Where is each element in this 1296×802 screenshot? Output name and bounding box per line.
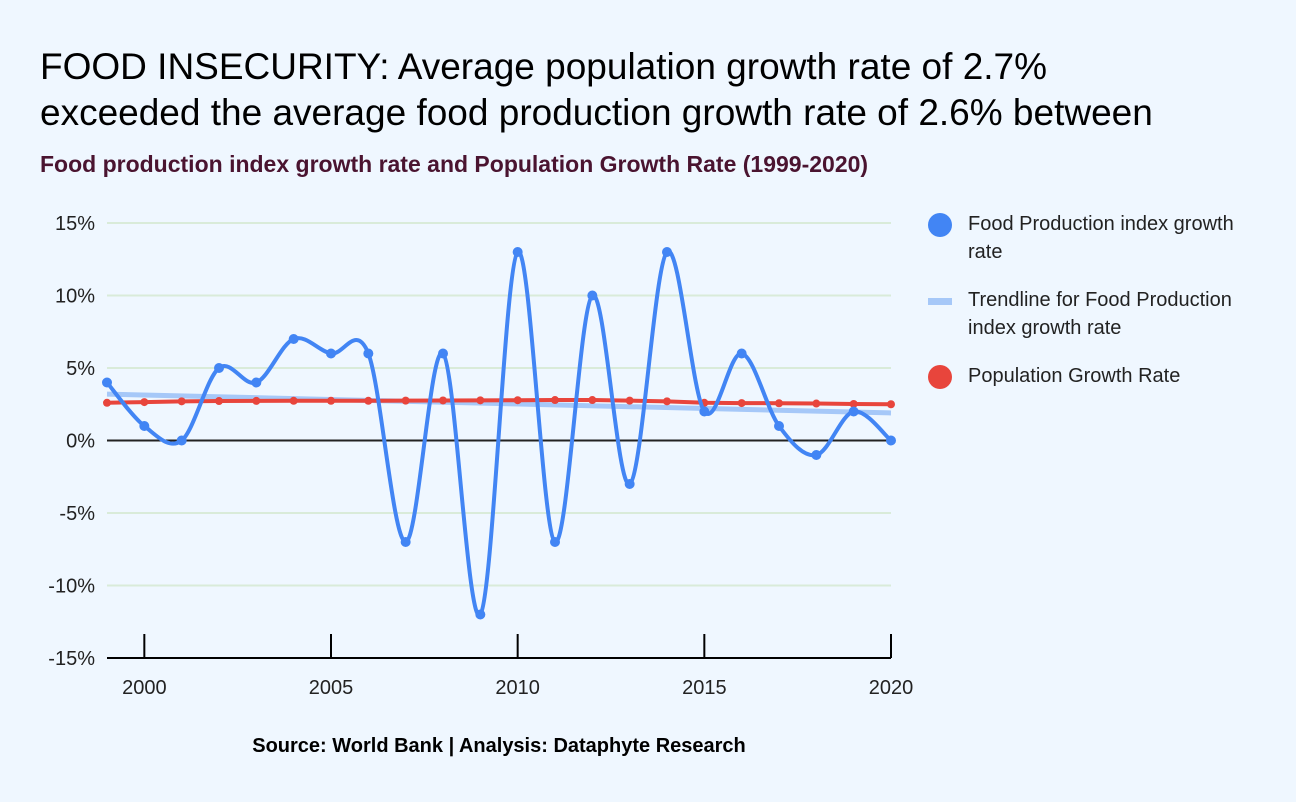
legend-item-population[interactable]: Population Growth Rate: [928, 362, 1248, 390]
food-production-point: [624, 479, 635, 489]
food-production-point: [774, 421, 784, 431]
legend-label: Food Production index growth rate: [968, 213, 1234, 263]
series-trendline: [106, 391, 892, 416]
population-point: [849, 399, 858, 408]
food-production-point: [176, 435, 187, 446]
population-point: [103, 398, 111, 407]
population-line: [106, 398, 892, 407]
food-production-point: [288, 334, 299, 344]
x-tick-label: 2015: [682, 677, 727, 699]
y-tick-label: -10%: [48, 576, 95, 598]
food-production-point: [587, 290, 598, 301]
population-point: [588, 396, 597, 405]
food-production-point: [512, 247, 523, 257]
food-production-point: [886, 435, 896, 446]
population-point: [140, 398, 149, 407]
series-food-production: [102, 247, 896, 620]
population-point: [252, 396, 261, 405]
legend-label: Trendline for Food Production index grow…: [968, 289, 1232, 339]
chart-title: FOOD INSECURITY: Average population grow…: [40, 44, 1153, 136]
x-tick-label: 2010: [495, 677, 540, 699]
food-production-point: [811, 450, 822, 460]
food-production-point: [102, 377, 112, 388]
y-tick-label: 0%: [66, 431, 95, 453]
population-point: [625, 396, 634, 405]
food-production-point: [662, 247, 672, 257]
population-point: [364, 396, 373, 405]
population-point: [177, 397, 186, 406]
x-axis: 2000 2005 2010 2015 2020: [107, 634, 913, 699]
population-point: [327, 396, 335, 405]
y-axis-labels: 15% 10% 5% 0% -5% -10% -15%: [48, 213, 95, 670]
food-production-point: [475, 609, 486, 620]
food-production-point: [736, 348, 747, 359]
chart-subtitle: Food production index growth rate and Po…: [40, 151, 869, 177]
population-point: [513, 396, 522, 405]
population-point: [737, 399, 746, 408]
legend-line-icon: [928, 298, 952, 305]
legend-item-food[interactable]: Food Production index growth rate: [928, 210, 1248, 266]
legend: Food Production index growth rate Trendl…: [928, 210, 1248, 410]
food-production-point: [251, 377, 262, 388]
source-note: Source: World Bank | Analysis: Dataphyte…: [252, 735, 746, 757]
food-production-point: [363, 348, 374, 359]
series-population-growth: [103, 396, 895, 409]
food-production-line: [105, 249, 893, 617]
population-point: [887, 400, 895, 409]
y-tick-label: -15%: [48, 648, 95, 670]
trendline: [106, 391, 892, 416]
legend-dot-icon: [928, 213, 952, 237]
y-tick-label: -5%: [59, 503, 95, 525]
population-point: [663, 397, 671, 406]
food-production-point: [326, 348, 336, 359]
population-point: [401, 396, 410, 405]
food-production-point: [699, 406, 710, 417]
legend-item-trendline[interactable]: Trendline for Food Production index grow…: [928, 286, 1248, 342]
population-point: [812, 399, 821, 408]
population-point: [476, 396, 485, 405]
legend-label: Population Growth Rate: [968, 365, 1181, 387]
population-point: [551, 396, 559, 405]
y-tick-label: 15%: [55, 213, 95, 235]
food-production-point: [214, 363, 224, 373]
population-point: [289, 396, 298, 405]
food-production-point: [848, 406, 859, 417]
food-production-point: [438, 348, 448, 359]
food-production-point: [400, 537, 411, 547]
legend-dot-icon: [928, 365, 952, 389]
food-production-point: [550, 537, 560, 547]
y-tick-label: 10%: [55, 286, 95, 308]
x-tick-label: 2020: [869, 677, 914, 699]
food-production-point: [139, 421, 150, 431]
title-line-2: exceeded the average food production gro…: [40, 92, 1153, 133]
population-point: [439, 396, 447, 405]
population-point: [215, 397, 223, 406]
x-tick-label: 2005: [309, 677, 354, 699]
title-line-1: FOOD INSECURITY: Average population grow…: [40, 46, 1048, 87]
y-tick-label: 5%: [66, 358, 95, 380]
x-tick-label: 2000: [122, 677, 167, 699]
population-point: [775, 399, 783, 408]
